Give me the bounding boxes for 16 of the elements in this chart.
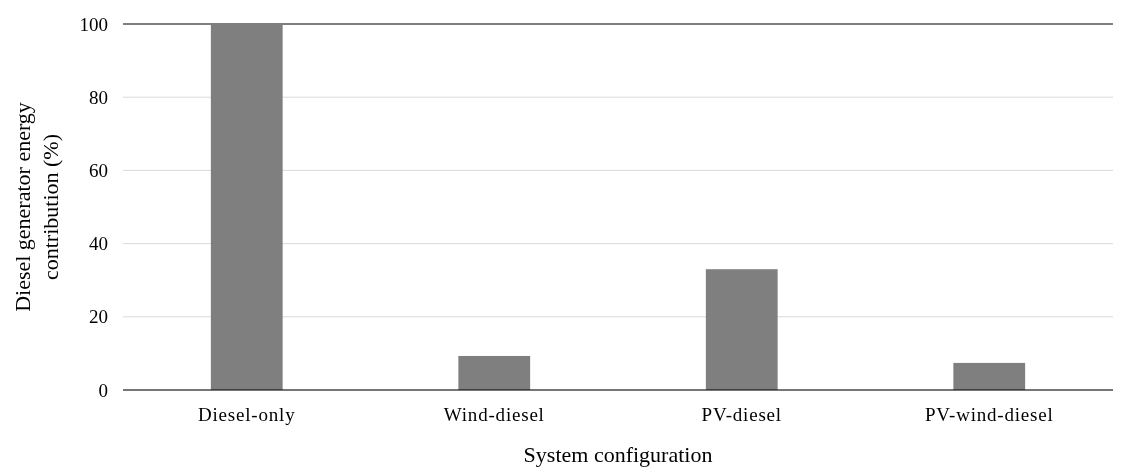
y-axis-title: Diesel generator energy contribution (%) bbox=[10, 102, 63, 312]
bar bbox=[458, 355, 531, 390]
x-tick-label: PV-wind-diesel bbox=[924, 404, 1054, 425]
y-tick-label: 0 bbox=[98, 379, 108, 401]
bar bbox=[210, 24, 283, 390]
y-tick-label: 20 bbox=[89, 306, 108, 328]
x-tick-label: Diesel-only bbox=[198, 404, 296, 425]
y-tick-label: 100 bbox=[79, 13, 108, 35]
x-axis-title: System configuration bbox=[523, 442, 713, 467]
bar bbox=[705, 269, 778, 390]
x-tick-label: PV-diesel bbox=[701, 404, 782, 425]
x-tick-label: Wind-diesel bbox=[443, 404, 545, 425]
y-tick-label: 80 bbox=[89, 86, 108, 108]
y-tick-label: 60 bbox=[89, 160, 108, 182]
bar bbox=[953, 362, 1026, 390]
y-tick-label: 40 bbox=[89, 233, 108, 255]
